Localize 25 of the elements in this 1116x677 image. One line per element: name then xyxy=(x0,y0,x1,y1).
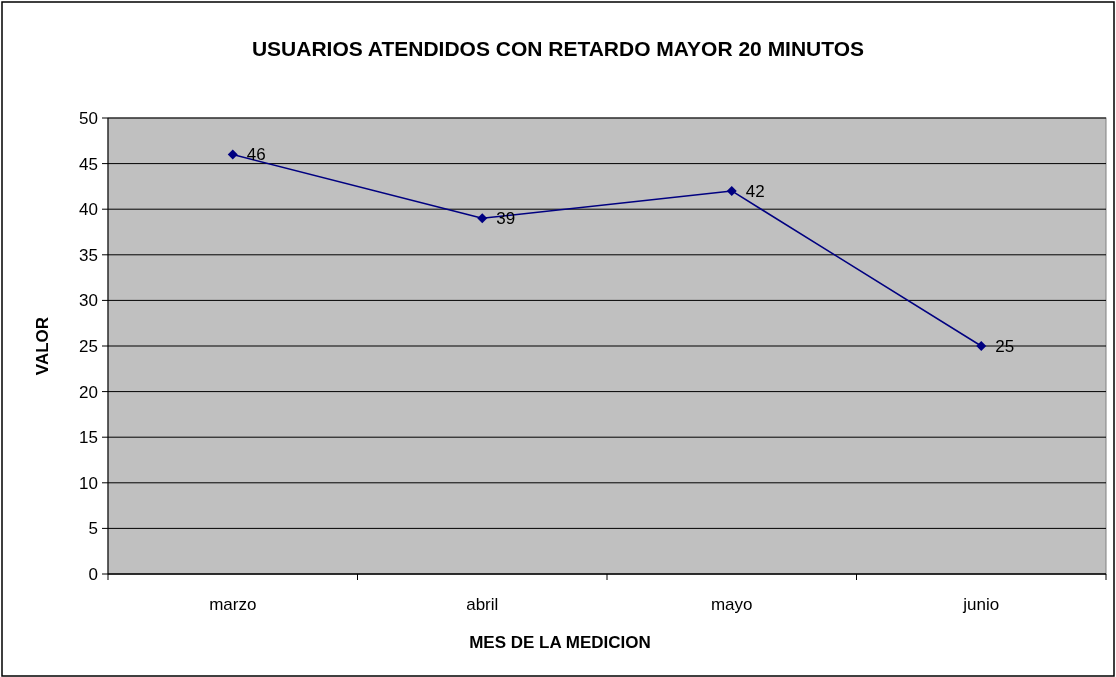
y-tick-label: 10 xyxy=(79,473,98,493)
x-axis-title: MES DE LA MEDICION xyxy=(469,633,651,652)
x-tick-label: abril xyxy=(466,595,499,614)
y-tick-label: 40 xyxy=(79,200,98,220)
point xyxy=(726,185,737,196)
x-tick-label: marzo xyxy=(209,595,257,614)
point xyxy=(477,213,488,224)
y-tick-label: 20 xyxy=(79,382,98,402)
y-tick-label: 15 xyxy=(79,428,98,448)
y-tick-label: 5 xyxy=(88,519,98,539)
point xyxy=(227,149,238,160)
point xyxy=(976,341,987,351)
x-tick-label: junio xyxy=(962,595,1000,614)
y-tick-label: 0 xyxy=(88,565,98,584)
chart-title: USUARIOS ATENDIDOS CON RETARDO MAYOR 20 MINUTOS xyxy=(251,37,865,60)
y-tick-label: 35 xyxy=(79,245,98,265)
data-label: 25 xyxy=(995,337,1015,356)
data-label: 42 xyxy=(745,181,765,201)
y-tick-label: 50 xyxy=(79,109,98,128)
x-tick-label: mayo xyxy=(710,595,753,614)
y-tick-label: 30 xyxy=(79,291,98,311)
data-label: 46 xyxy=(246,145,266,165)
y-tick-label: 45 xyxy=(79,154,98,174)
y-axis-title: VALOR xyxy=(33,316,52,376)
y-tick-label: 25 xyxy=(79,337,98,356)
